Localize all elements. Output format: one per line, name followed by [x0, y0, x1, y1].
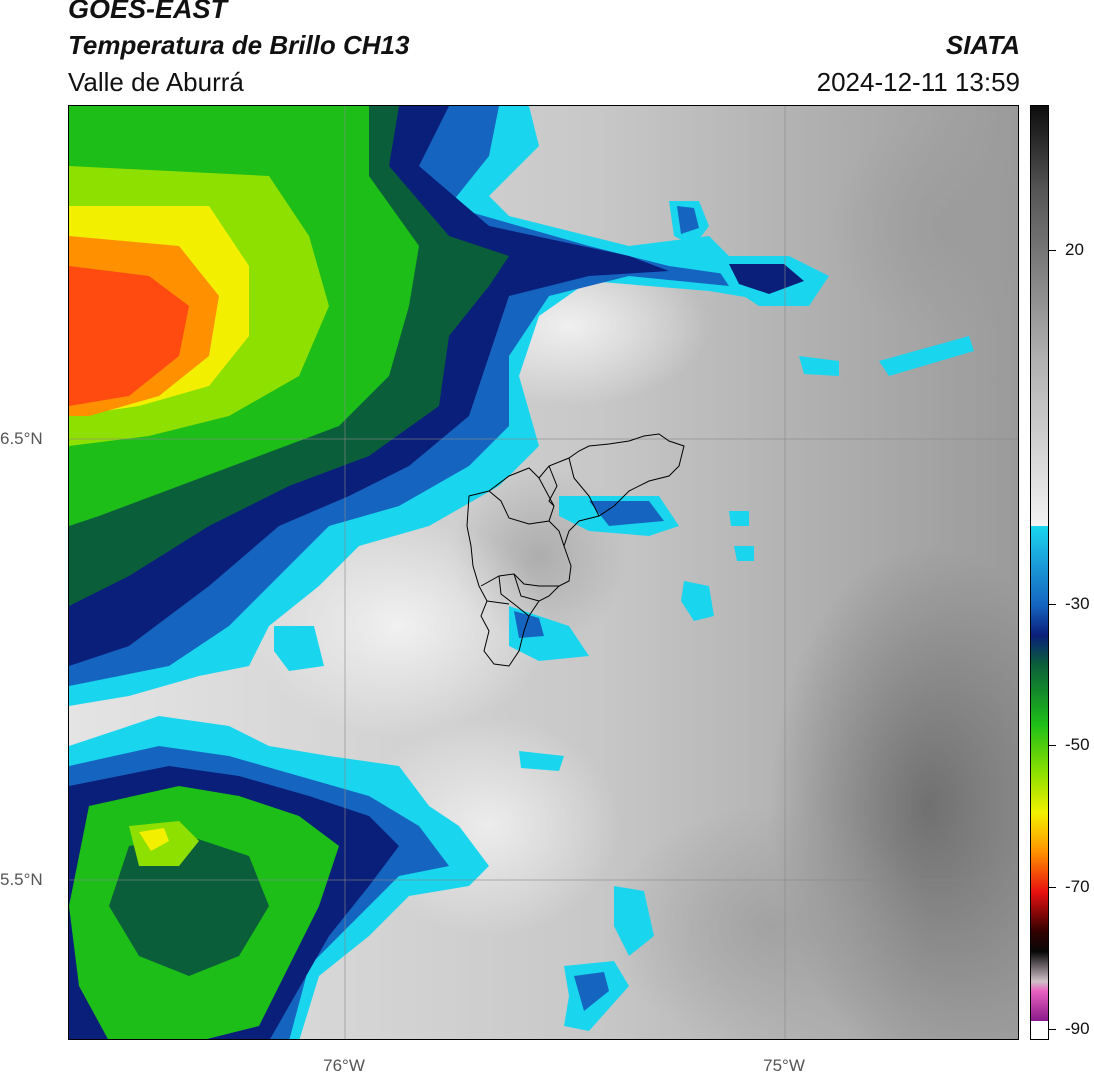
cloud-cell — [274, 626, 324, 671]
cloud-cell — [681, 581, 714, 621]
cloud-cell — [614, 886, 654, 956]
cloud-yellow — [139, 828, 169, 851]
product-title: Temperatura de Brillo CH13 — [68, 30, 410, 60]
colorbar-tick — [1049, 604, 1056, 605]
colorbar-tick — [1049, 745, 1056, 746]
cloud-cell — [677, 206, 699, 234]
colorbar-cold — [1031, 526, 1048, 1021]
lat-label-6-5n: 6.5°N — [0, 429, 43, 448]
colorbar-label-minus50: -50 — [1065, 735, 1090, 754]
cloud-cell — [879, 336, 974, 376]
cloud-cell — [729, 511, 749, 526]
lon-label-76w: 76°W — [323, 1056, 365, 1075]
colorbar-label-minus30: -30 — [1065, 594, 1090, 613]
brand-label: SIATA — [945, 30, 1020, 60]
colorbar-label-20: 20 — [1065, 240, 1084, 259]
lon-label-75w: 75°W — [763, 1056, 805, 1075]
colorbar-label-minus70: -70 — [1065, 877, 1090, 896]
colorbar-tick — [1049, 887, 1056, 888]
warm-patch — [609, 806, 929, 1039]
colorbar-under — [1031, 1021, 1048, 1039]
satellite-map[interactable] — [68, 105, 1019, 1040]
colorbar-tick — [1049, 250, 1056, 251]
cloud-cell — [799, 356, 839, 376]
region-subtitle: Valle de Aburrá — [68, 67, 244, 97]
warm-patch — [829, 116, 1018, 336]
satellite-title: GOES-EAST — [68, 0, 228, 24]
colorbar-label-minus90: -90 — [1065, 1019, 1090, 1038]
cloud-red-orange — [69, 266, 189, 406]
cloud-cell — [519, 751, 564, 771]
cloud-cell — [589, 501, 664, 526]
cloud-darkgreen — [109, 836, 269, 976]
datetime-label: 2024-12-11 13:59 — [816, 67, 1020, 97]
colorbar-tick — [1049, 1029, 1056, 1030]
cloud-cell — [574, 972, 609, 1011]
lat-label-5-5n: 5.5°N — [0, 870, 43, 889]
colorbar-warm — [1031, 106, 1048, 526]
municipal-boundaries — [466, 433, 685, 667]
cloud-cell — [734, 546, 754, 561]
cloud-cell — [514, 611, 544, 638]
colorbar — [1030, 105, 1049, 1040]
